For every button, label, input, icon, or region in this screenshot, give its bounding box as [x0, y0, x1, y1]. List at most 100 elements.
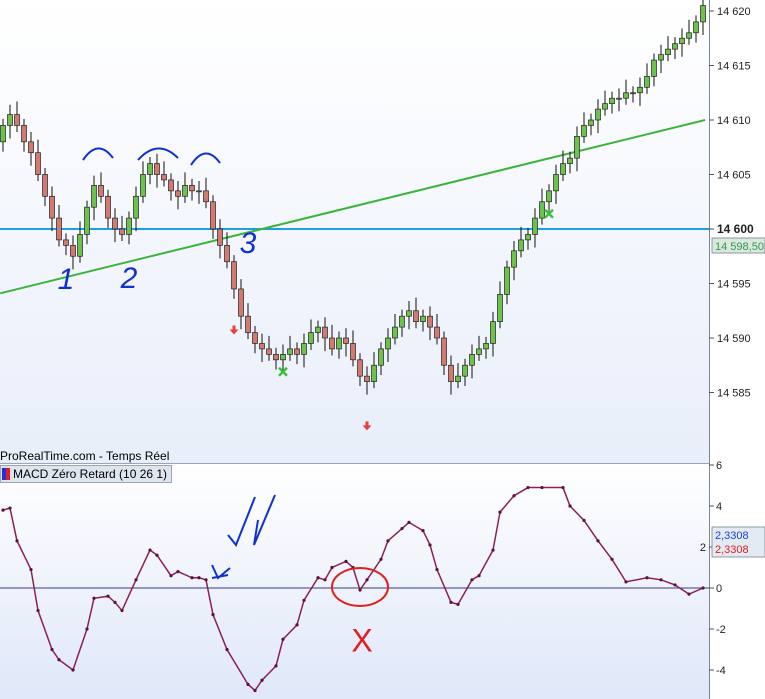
macd-point	[71, 668, 75, 672]
hand-drawn-peak-mark	[190, 152, 221, 166]
candle	[406, 310, 412, 317]
candle	[329, 337, 335, 350]
hand-drawn-check-mark	[227, 494, 276, 547]
candle	[525, 234, 531, 241]
candle	[420, 315, 426, 323]
sell-arrow-icon	[229, 325, 239, 335]
macd-point	[435, 567, 439, 572]
macd-point	[106, 594, 110, 598]
red-blue-swatch-icon	[2, 468, 10, 480]
candle	[686, 32, 692, 39]
candle	[350, 343, 356, 361]
candle	[357, 359, 363, 377]
candle	[98, 185, 104, 197]
candle	[609, 97, 615, 104]
buy-cross-icon	[544, 208, 554, 219]
macd-point	[498, 510, 502, 514]
candle	[448, 364, 454, 382]
candle	[497, 294, 503, 322]
macd-point	[526, 485, 530, 490]
candle	[126, 217, 132, 235]
candle	[441, 337, 447, 366]
candle	[637, 86, 643, 94]
candle	[168, 179, 174, 192]
candle	[210, 201, 216, 230]
macd-tick-label: 6	[716, 460, 722, 472]
last-price-label: 14 598,50	[715, 241, 764, 253]
candle	[245, 315, 251, 333]
candle	[238, 288, 244, 317]
macd-point	[596, 539, 600, 543]
candle	[196, 190, 202, 193]
macd-point	[540, 485, 544, 490]
macd-point	[204, 578, 208, 582]
macd-point	[176, 570, 180, 574]
candle	[140, 174, 146, 197]
macd-point	[582, 518, 586, 522]
price-tick-label: 14 595	[717, 279, 751, 291]
candle	[147, 163, 153, 175]
macd-point	[610, 557, 614, 561]
candle	[581, 125, 587, 137]
candle	[658, 54, 664, 61]
macd-point	[190, 576, 194, 580]
candle	[154, 163, 160, 175]
price-axis-bg	[709, 0, 765, 699]
macd-point	[477, 574, 481, 578]
macd-point	[260, 678, 264, 682]
annotation-number: 2	[120, 262, 138, 295]
macd-point	[330, 565, 334, 570]
candle	[371, 364, 377, 382]
last-price-box	[711, 237, 765, 254]
candle	[693, 21, 699, 34]
candle	[203, 190, 209, 203]
macd-tick-label: -2	[716, 624, 726, 636]
candle	[133, 195, 139, 219]
candle	[385, 337, 391, 350]
price-tick-label: 14 620	[717, 6, 751, 18]
price-panel-bg	[0, 0, 709, 463]
annotation-number: 3	[240, 227, 257, 260]
macd-point	[659, 578, 663, 582]
candle	[616, 97, 622, 100]
candle	[588, 119, 594, 126]
candle	[469, 354, 475, 366]
macd-point	[302, 598, 306, 602]
macd-tick-label: 0	[716, 583, 722, 595]
macd-point	[316, 576, 320, 580]
candle	[273, 354, 279, 361]
macd-line	[2, 486, 704, 692]
candle	[182, 185, 188, 197]
candle	[266, 348, 272, 355]
macd-point	[281, 637, 285, 641]
candle	[455, 375, 461, 382]
price-tick-label: 14 590	[717, 333, 751, 345]
macd-panel-bg	[0, 464, 709, 699]
candle	[700, 5, 706, 23]
candle	[434, 326, 440, 339]
macd-point	[211, 613, 215, 617]
macd-tick-label: 2	[700, 542, 706, 554]
trend-line	[0, 119, 706, 295]
candle	[665, 48, 671, 55]
candle	[427, 315, 433, 328]
macd-point	[561, 485, 565, 490]
candle	[189, 185, 195, 192]
macd-point	[295, 623, 299, 627]
macd-point	[386, 539, 390, 543]
macd-legend[interactable]: MACD Zéro Retard (10 26 1)	[0, 465, 173, 483]
macd-tick-label: 4	[716, 501, 722, 513]
candle	[77, 234, 83, 257]
candle	[28, 141, 34, 154]
candle	[7, 114, 13, 126]
macd-point	[85, 627, 89, 631]
macd-point	[379, 557, 383, 561]
candle	[259, 343, 265, 350]
candle	[56, 217, 62, 241]
annotation-number: 1	[58, 263, 75, 296]
candle	[70, 245, 76, 257]
macd-point	[197, 576, 201, 580]
candle	[602, 103, 608, 110]
